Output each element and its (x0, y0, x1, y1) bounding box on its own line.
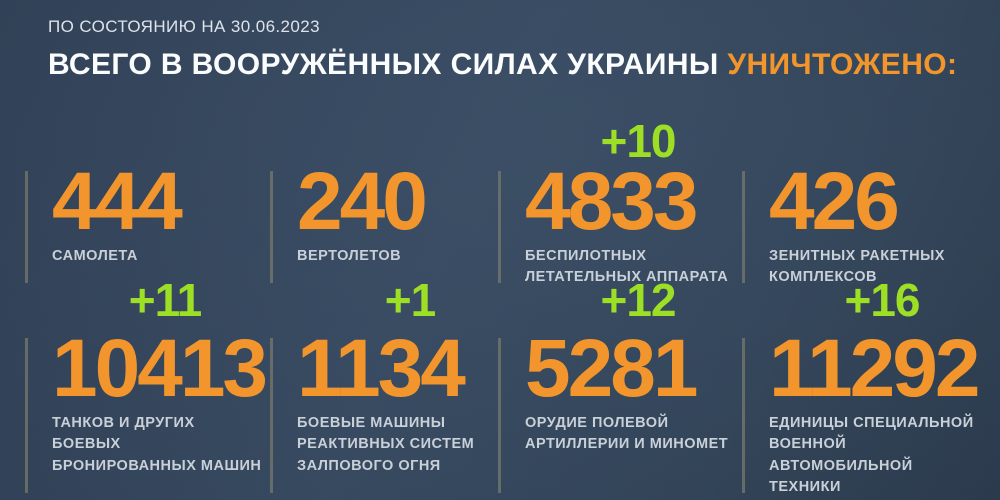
stat-label: ОРУДИЕ ПОЛЕВОЙ АРТИЛЛЕРИИ И МИНОМЕТ (525, 414, 729, 453)
stat-label: ТАНКОВ И ДРУГИХ БОЕВЫХ БРОНИРОВАННЫХ МАШ… (52, 414, 262, 474)
stat-value: 5281 (525, 323, 698, 414)
stat-delta: +12 (600, 274, 676, 326)
stat-delta: +10 (600, 115, 676, 167)
stat-label: БОЕВЫЕ МАШИНЫ РЕАКТИВНЫХ СИСТЕМ ЗАЛПОВОГ… (297, 414, 475, 474)
column-divider (742, 338, 745, 493)
column-divider (270, 171, 273, 283)
stat-card-aircraft: 444 САМОЛЕТА (25, 156, 270, 289)
column-divider (498, 171, 501, 283)
stat-delta: +1 (384, 274, 436, 326)
stat-value: 10413 (52, 323, 268, 414)
stat-value: 240 (297, 156, 428, 247)
stat-value: 1134 (297, 323, 466, 414)
stat-card-sam: 426 ЗЕНИТНЫХ РАКЕТНЫХ КОМПЛЕКСОВ (742, 156, 990, 289)
stat-value: 426 (769, 156, 900, 247)
stat-label: ЗЕНИТНЫХ РАКЕТНЫХ КОМПЛЕКСОВ (769, 247, 945, 286)
column-divider (498, 338, 501, 493)
column-divider (25, 338, 28, 493)
stat-value: 444 (52, 156, 183, 247)
stats-row-1: 444 САМОЛЕТА 240 ВЕРТОЛЕТОВ +10 4833 БЕС… (25, 115, 990, 289)
stat-value: 11292 (769, 323, 981, 414)
header: ПО СОСТОЯНИЮ НА 30.06.2023 ВСЕГО В ВООРУ… (48, 17, 957, 82)
stat-card-helicopters: 240 ВЕРТОЛЕТОВ (270, 156, 498, 289)
stat-delta: +16 (844, 274, 920, 326)
stat-card-vehicles: +16 11292 ЕДИНИЦЫ СПЕЦИАЛЬНОЙ ВОЕННОЙ АВ… (742, 274, 990, 499)
column-divider (742, 171, 745, 283)
stat-label: ВЕРТОЛЕТОВ (297, 247, 402, 264)
stat-card-artillery: +12 5281 ОРУДИЕ ПОЛЕВОЙ АРТИЛЛЕРИИ И МИН… (498, 274, 742, 499)
stat-value: 4833 (525, 156, 698, 247)
page-title: ВСЕГО В ВООРУЖЁННЫХ СИЛАХ УКРАИНЫ УНИЧТО… (48, 48, 957, 82)
column-divider (25, 171, 28, 283)
stat-card-mlrs: +1 1134 БОЕВЫЕ МАШИНЫ РЕАКТИВНЫХ СИСТЕМ … (270, 274, 498, 499)
title-accent-text: УНИЧТОЖЕНО: (727, 48, 958, 81)
stat-card-tanks: +11 10413 ТАНКОВ И ДРУГИХ БОЕВЫХ БРОНИРО… (25, 274, 270, 499)
stats-row-2: +11 10413 ТАНКОВ И ДРУГИХ БОЕВЫХ БРОНИРО… (25, 274, 990, 499)
stat-card-uav: +10 4833 БЕСПИЛОТНЫХ ЛЕТАТЕЛЬНЫХ АППАРАТ… (498, 115, 742, 289)
stat-label: БЕСПИЛОТНЫХ ЛЕТАТЕЛЬНЫХ АППАРАТА (525, 247, 729, 286)
title-main-text: ВСЕГО В ВООРУЖЁННЫХ СИЛАХ УКРАИНЫ (48, 48, 728, 81)
stat-delta: +11 (128, 274, 202, 326)
date-text: ПО СОСТОЯНИЮ НА 30.06.2023 (48, 17, 320, 36)
column-divider (270, 338, 273, 493)
stat-label: ЕДИНИЦЫ СПЕЦИАЛЬНОЙ ВОЕННОЙ АВТОМОБИЛЬНО… (769, 414, 974, 496)
stat-label: САМОЛЕТА (52, 247, 138, 264)
